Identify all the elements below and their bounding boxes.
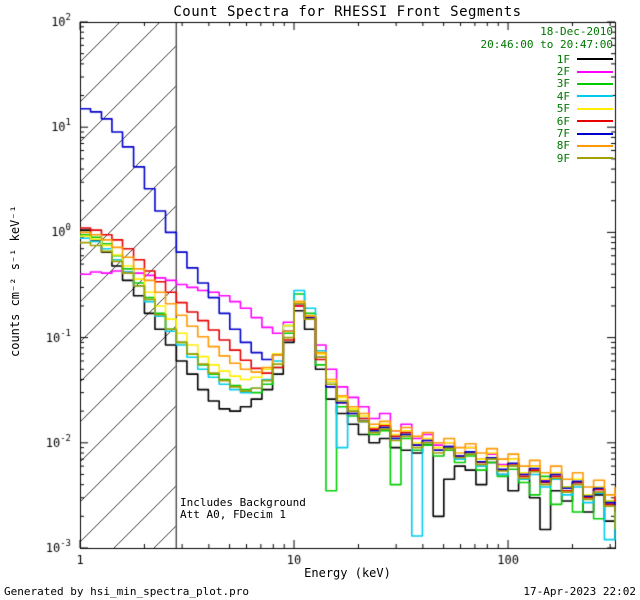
- legend-label: 7F: [556, 127, 570, 141]
- legend-item-3F: 3F: [556, 77, 613, 91]
- plot-notes: Includes Background Att A0, FDecim 1: [180, 497, 306, 521]
- legend-label: 3F: [556, 77, 570, 91]
- legend-item-9F: 9F: [556, 151, 613, 165]
- legend-swatch: [577, 95, 613, 98]
- legend-item-5F: 5F: [556, 102, 613, 116]
- legend-swatch: [577, 70, 613, 73]
- legend-swatch: [577, 157, 613, 160]
- generated-by-text: Generated by hsi_min_spectra_plot.pro: [4, 585, 250, 598]
- legend-swatch: [577, 107, 613, 110]
- y-axis-label: counts cm⁻² s⁻¹ keV⁻¹: [8, 205, 22, 357]
- legend-item-1F: 1F: [556, 52, 613, 66]
- observation-time-range: 20:46:00 to 20:47:00: [480, 38, 613, 51]
- legend-label: 2F: [556, 65, 570, 79]
- legend: 1F 2F 3F 4F 5F 6F 7F 8F 9F: [557, 53, 613, 165]
- legend-swatch: [577, 132, 613, 135]
- observation-interval: 18-Dec-2010 20:46:00 to 20:47:00: [481, 25, 613, 51]
- legend-item-4F: 4F: [556, 89, 613, 103]
- legend-swatch: [577, 144, 613, 147]
- legend-label: 5F: [556, 102, 570, 116]
- legend-label: 6F: [556, 114, 570, 128]
- legend-item-8F: 8F: [556, 139, 613, 153]
- x-axis-label: Energy (keV): [304, 566, 391, 580]
- legend-item-2F: 2F: [556, 65, 613, 79]
- legend-label: 8F: [556, 139, 570, 153]
- legend-swatch: [577, 58, 613, 61]
- legend-label: 4F: [556, 89, 570, 103]
- legend-label: 9F: [556, 151, 570, 165]
- observation-date: 18-Dec-2010: [540, 25, 613, 38]
- legend-swatch: [577, 82, 613, 85]
- legend-item-6F: 6F: [556, 114, 613, 128]
- note-attenuator: Att A0, FDecim 1: [180, 508, 286, 521]
- generation-timestamp: 17-Apr-2023 22:02: [523, 585, 636, 598]
- legend-swatch: [577, 120, 613, 123]
- legend-item-7F: 7F: [556, 127, 613, 141]
- chart-title: Count Spectra for RHESSI Front Segments: [173, 4, 522, 20]
- legend-label: 1F: [556, 52, 570, 66]
- note-background: Includes Background: [180, 496, 306, 509]
